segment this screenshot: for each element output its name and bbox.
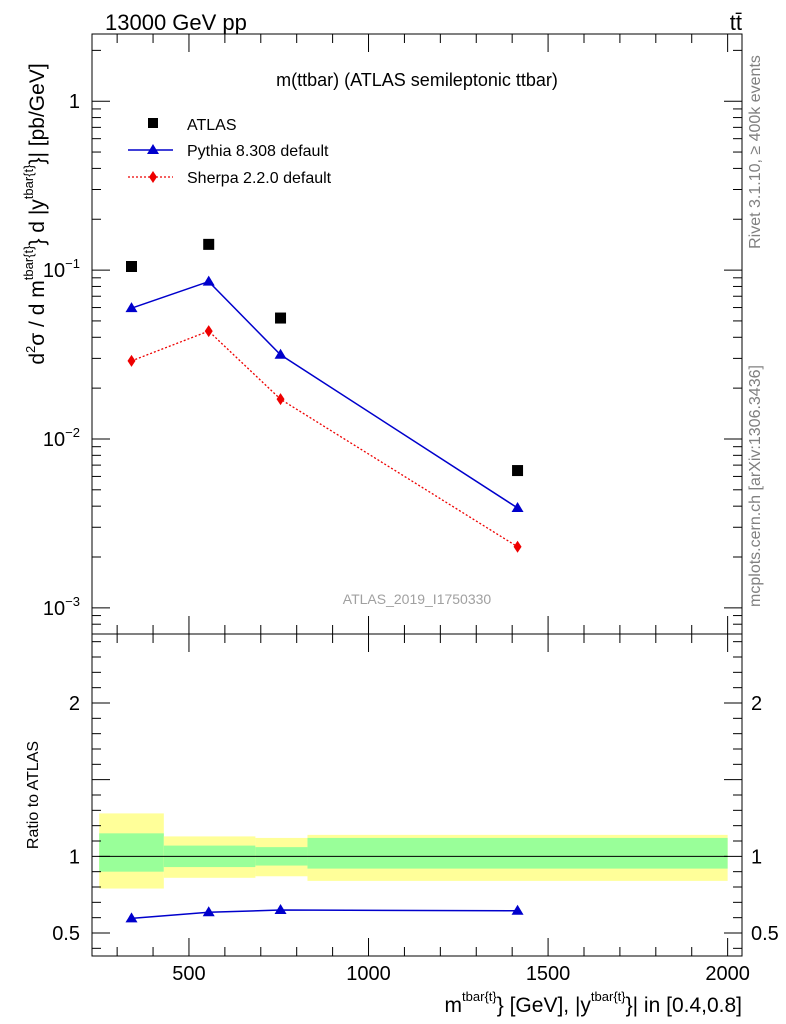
analysis-tag: ATLAS_2019_I1750330 (343, 591, 492, 607)
main-y-tick-label: 10−2 (43, 425, 80, 451)
main-series-2-point (127, 354, 136, 367)
main-series-lines (131, 280, 519, 548)
ratio-y-axis-label: Ratio to ATLAS (25, 741, 42, 849)
ratio-inner-band (99, 833, 164, 872)
main-series-1-line (131, 280, 519, 509)
ratio-frame (91, 633, 743, 957)
ratio-bands (99, 813, 728, 889)
main-y-axis-label: d2σ / d mtbar{t}} d |ytbar{t}}| [pb/GeV] (21, 63, 49, 364)
main-y-tick-labels: 10−3 10−2 10−1 1 (43, 91, 80, 620)
main-series-0-point (512, 465, 524, 477)
main-series-0-point (126, 261, 138, 273)
main-series-2-point (204, 325, 213, 338)
legend-sherpa-marker (149, 171, 157, 183)
ratio-y-tick-label: 2 (69, 693, 80, 715)
main-series-1-point (125, 302, 138, 313)
legend-pythia-label: Pythia 8.308 default (187, 143, 329, 160)
main-series-2-point (276, 393, 285, 406)
main-series-0-point (275, 312, 287, 324)
main-series-0-point (203, 238, 215, 250)
ratio-y-tick-label-right: 1 (751, 846, 762, 868)
legend-pythia-marker (147, 144, 159, 154)
ratio-inner-band (307, 837, 728, 869)
legend-sherpa: Sherpa 2.2.0 default (128, 170, 332, 187)
ratio-series-0-point (125, 912, 138, 923)
main-series-1-point (511, 502, 524, 513)
ratio-y-tick-label-right: 0.5 (751, 923, 779, 945)
ratio-series-0-point (274, 904, 287, 914)
ratio-series-0-point (511, 904, 524, 915)
legend-atlas-marker (148, 118, 158, 128)
ratio-series-0-point (202, 906, 215, 917)
main-y-tick-label: 10−1 (43, 256, 80, 282)
main-panel: 10−3 10−2 10−1 1 m(ttbar) (ATLAS semilepton… (21, 33, 743, 635)
legend: ATLAS Pythia 8.308 default Sherpa 2.2.0 … (128, 117, 332, 187)
main-series-2-line (131, 330, 518, 548)
legend-sherpa-label: Sherpa 2.2.0 default (187, 170, 332, 187)
x-tick-label: 2000 (705, 963, 750, 985)
svg-text:d2σ / d mtbar{t}} d |ytbar{t}}: d2σ / d mtbar{t}} d |ytbar{t}}| [pb/GeV] (21, 63, 49, 364)
rivet-label: Rivet 3.1.10, ≥ 400k events (747, 55, 764, 249)
ratio-y-tick-label: 1 (69, 846, 80, 868)
ratio-y-tick-labels: 0.5 0.5 1 1 2 2 (52, 693, 779, 945)
ratio-series-markers (125, 904, 524, 923)
x-tick-label: 1500 (526, 963, 571, 985)
x-tick-labels: 500 1000 1500 2000 (172, 963, 750, 985)
main-y-tick-label: 10−3 (43, 594, 80, 620)
legend-atlas: ATLAS (148, 117, 237, 134)
main-series-1-point (202, 275, 215, 286)
ratio-y-tick-label: 0.5 (52, 923, 80, 945)
ratio-y-tick-label-right: 2 (751, 693, 762, 715)
header-right: tt̄ (730, 10, 742, 35)
chart-title: m(ttbar) (ATLAS semileptonic ttbar) (276, 70, 558, 90)
main-series-1-point (274, 348, 287, 359)
main-series-2-point (513, 540, 522, 553)
main-y-tick-label: 1 (69, 91, 80, 113)
x-axis-label: mtbar{t}} [GeV], |ytbar{t}}| in [0.4,0.8… (445, 989, 742, 1017)
ratio-axis-ticks (92, 634, 742, 956)
main-series-markers (125, 238, 524, 553)
ratio-series-0-line (131, 909, 518, 920)
ratio-series-lines (131, 909, 518, 920)
x-tick-label: 1000 (346, 963, 391, 985)
source-label: mcplots.cern.ch [arXiv:1306.3436] (747, 365, 764, 607)
x-tick-label: 500 (172, 963, 205, 985)
legend-pythia: Pythia 8.308 default (128, 143, 329, 160)
legend-atlas-label: ATLAS (187, 117, 237, 134)
ratio-panel: 0.5 0.5 1 1 2 2 500 1000 1500 2000 Ratio to ATLA… (25, 633, 779, 1017)
main-axis-ticks (92, 34, 742, 635)
svg-text:mtbar{t}} [GeV], |ytbar{t}}| i: mtbar{t}} [GeV], |ytbar{t}}| in [0.4,0.8… (445, 989, 742, 1017)
header-left: 13000 GeV pp (105, 10, 247, 35)
